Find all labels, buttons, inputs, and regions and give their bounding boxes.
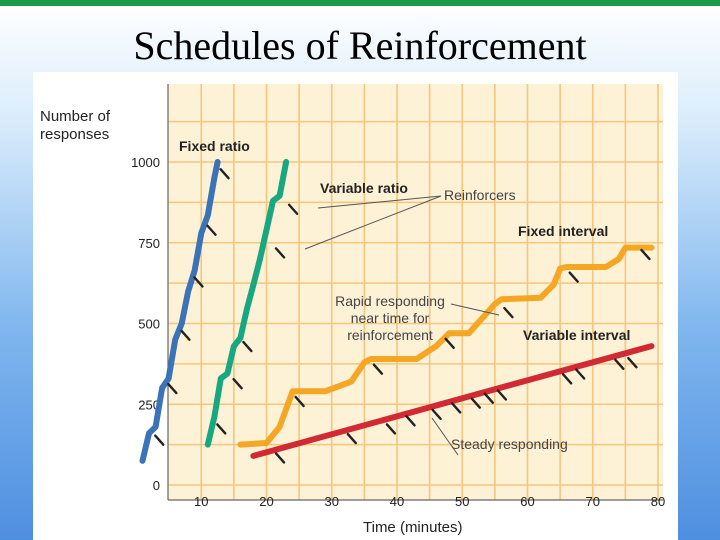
y-tick-label: 0 xyxy=(153,478,160,493)
x-tick-label: 20 xyxy=(259,494,273,509)
annotation-leader-line xyxy=(317,195,442,209)
reinforcer-mark-variable-interval xyxy=(614,358,625,370)
reinforcer-mark-fixed-interval xyxy=(372,363,384,375)
x-tick-label: 50 xyxy=(455,494,469,509)
reinforcer-mark-variable-ratio xyxy=(232,377,243,390)
reinforcer-mark-variable-ratio xyxy=(274,247,286,259)
reinforcer-mark-variable-interval xyxy=(405,415,416,427)
figure-panel: 0 250 500 750 1000 10 20 30 40 50 60 70 80 Number of… xyxy=(33,72,678,540)
reinforcer-mark-variable-interval xyxy=(470,397,481,409)
y-tick-label: 250 xyxy=(138,397,160,412)
x-tick-label: 60 xyxy=(520,494,534,509)
annotation-leader-line xyxy=(450,303,500,316)
reinforcer-mark-fixed-interval xyxy=(503,306,514,319)
top-accent-bar xyxy=(0,0,720,6)
reinforcer-mark-fixed-ratio xyxy=(206,224,217,236)
x-tick-label: 70 xyxy=(586,494,600,509)
y-tick-label: 500 xyxy=(138,317,160,332)
reinforcer-mark-variable-ratio xyxy=(287,203,299,215)
axes: 0 250 500 750 1000 10 20 30 40 50 60 70 80 xyxy=(131,84,665,509)
series-label-variable-ratio: Variable ratio xyxy=(320,180,408,196)
series-label-fixed-ratio: Fixed ratio xyxy=(179,138,250,154)
series-lines xyxy=(139,159,655,464)
reinforcer-mark-fixed-interval xyxy=(568,271,579,283)
series-line-variable-interval xyxy=(250,343,655,459)
annotation-leader-line xyxy=(431,417,459,456)
reinforcer-mark-variable-interval xyxy=(496,389,508,401)
annotation-rapid-line-1: Rapid responding xyxy=(335,293,445,309)
reinforcer-mark-fixed-ratio xyxy=(219,168,230,180)
annotation-rapid-line-3: reinforcement xyxy=(347,327,433,343)
y-axis-label-line-1: Number of xyxy=(40,108,111,125)
reinforcer-mark-variable-interval xyxy=(627,356,638,369)
reinforcer-marks xyxy=(154,168,651,464)
x-tick-label: 30 xyxy=(325,494,339,509)
chart-text: Number of responses Time (minutes) Fixed… xyxy=(40,108,630,536)
x-tick-label: 40 xyxy=(390,494,404,509)
reinforcer-mark-fixed-interval xyxy=(640,248,651,261)
reinforcer-mark-variable-interval xyxy=(561,373,573,385)
y-tick-label: 750 xyxy=(138,236,160,251)
reinforcer-mark-variable-ratio xyxy=(242,340,253,353)
reinforcer-mark-variable-interval xyxy=(346,432,357,445)
reinforcer-mark-fixed-ratio xyxy=(193,276,204,288)
annotations xyxy=(304,195,500,456)
annotation-rapid-line-2: near time for xyxy=(351,310,430,326)
reinforcer-mark-fixed-interval xyxy=(444,337,455,350)
annotation-leader-line xyxy=(304,195,442,250)
series-line-fixed-interval xyxy=(237,244,655,448)
series-line-fixed-ratio xyxy=(139,159,221,464)
x-axis-label: Time (minutes) xyxy=(363,519,462,536)
series-line-variable-ratio xyxy=(204,159,290,448)
reinforcer-mark-fixed-ratio xyxy=(180,329,191,341)
annotation-reinforcers: Reinforcers xyxy=(444,187,516,203)
y-axis-label-line-2: responses xyxy=(40,126,109,143)
annotation-steady-responding: Steady responding xyxy=(451,436,568,452)
reinforcer-mark-variable-interval xyxy=(574,368,586,380)
y-tick-label: 1000 xyxy=(131,155,160,170)
x-tick-label: 10 xyxy=(194,494,208,509)
reinforcer-mark-variable-interval xyxy=(483,392,495,404)
series-label-fixed-interval: Fixed interval xyxy=(518,223,608,239)
reinforcer-mark-variable-interval xyxy=(451,402,462,414)
reinforcer-mark-variable-interval xyxy=(385,423,397,435)
slide-title: Schedules of Reinforcement xyxy=(133,23,587,68)
x-tick-label: 80 xyxy=(651,494,665,509)
series-label-variable-interval: Variable interval xyxy=(523,327,630,343)
reinforcer-mark-fixed-ratio xyxy=(167,382,178,395)
reinforcer-mark-variable-ratio xyxy=(216,423,227,435)
reinforcer-mark-variable-interval xyxy=(431,408,442,421)
reinforcer-mark-variable-interval xyxy=(274,452,286,464)
cumulative-response-chart: 0 250 500 750 1000 10 20 30 40 50 60 70 80 Number of… xyxy=(40,84,665,536)
reinforcer-mark-fixed-ratio xyxy=(154,434,165,446)
reinforcer-mark-fixed-interval xyxy=(294,395,305,408)
